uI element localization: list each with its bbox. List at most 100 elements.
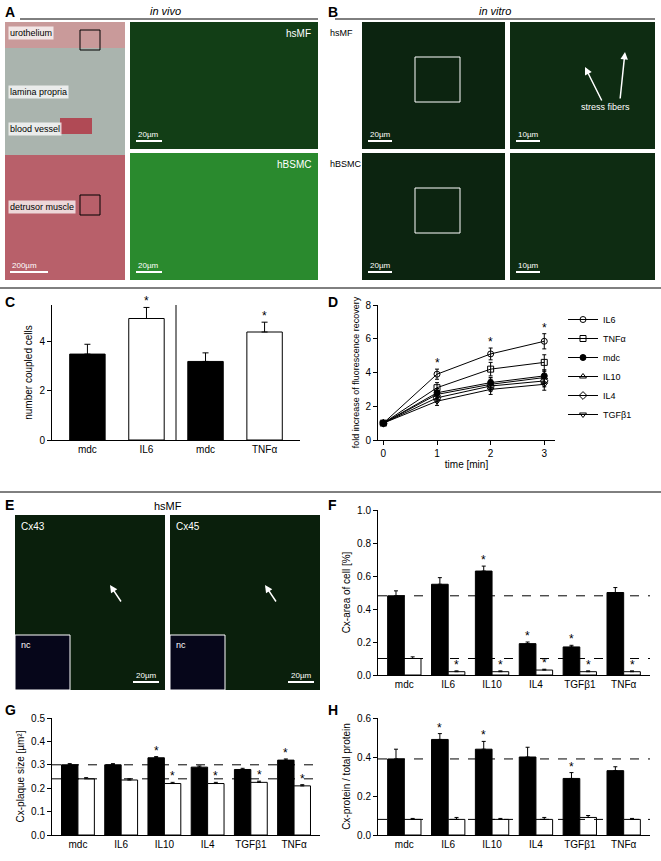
svg-text:0.6: 0.6 [357,713,371,724]
svg-text:D: D [328,294,338,310]
svg-text:*: * [257,768,262,782]
svg-text:hBSMC: hBSMC [277,159,311,170]
svg-text:0.6: 0.6 [357,571,371,582]
svg-text:urothelium: urothelium [10,28,52,38]
svg-text:G: G [5,702,16,718]
svg-text:IL10: IL10 [482,839,502,850]
svg-text:IL6: IL6 [114,839,128,850]
svg-text:IL10: IL10 [155,839,175,850]
svg-text:*: * [481,553,486,567]
svg-text:*: * [144,294,149,308]
svg-text:mdc: mdc [68,839,87,850]
svg-text:lamina propria: lamina propria [10,87,67,97]
svg-text:nc: nc [176,640,186,650]
svg-text:mdc: mdc [196,444,215,455]
svg-text:mdc: mdc [395,839,414,850]
svg-text:TNFα: TNFα [281,839,306,850]
svg-text:0.8: 0.8 [357,538,371,549]
svg-text:A: A [5,4,15,20]
svg-text:0: 0 [381,448,387,459]
svg-text:mdc: mdc [78,444,97,455]
svg-text:20µm: 20µm [136,671,157,680]
svg-text:*: * [498,658,503,672]
svg-text:nc: nc [21,640,31,650]
svg-text:Cx-protein / total protein: Cx-protein / total protein [341,723,352,830]
svg-text:*: * [262,309,267,323]
svg-text:time [min]: time [min] [445,459,489,470]
svg-text:IL6: IL6 [441,679,455,690]
svg-text:2: 2 [488,448,494,459]
svg-text:0.2: 0.2 [357,791,371,802]
svg-text:10µm: 10µm [518,130,539,139]
svg-text:in vivo: in vivo [150,5,181,17]
svg-text:0.5: 0.5 [31,713,45,724]
svg-text:20µm: 20µm [370,261,391,270]
svg-text:E: E [5,497,14,513]
svg-text:TGFβ1: TGFβ1 [564,679,596,690]
svg-text:4: 4 [39,336,45,347]
svg-text:IL6: IL6 [140,444,154,455]
svg-text:0.2: 0.2 [31,783,45,794]
svg-text:TGFβ1: TGFβ1 [564,839,596,850]
svg-text:20µm: 20µm [291,671,312,680]
svg-text:0.0: 0.0 [31,830,45,841]
svg-text:detrusor muscle: detrusor muscle [10,202,74,212]
svg-text:*: * [630,658,635,672]
svg-text:*: * [437,721,442,735]
svg-text:blood vessel: blood vessel [10,124,60,134]
svg-text:stress fibers: stress fibers [581,102,630,112]
svg-text:0.4: 0.4 [31,736,45,747]
svg-text:IL6: IL6 [441,839,455,850]
svg-text:number coupled cells: number coupled cells [23,325,34,420]
svg-text:*: * [586,658,591,672]
svg-text:2: 2 [365,401,371,412]
svg-text:1: 1 [434,448,440,459]
svg-text:0: 0 [39,435,45,446]
svg-text:*: * [170,769,175,783]
svg-text:fold increase of fluorescence: fold increase of fluorescence recovery [351,296,361,448]
svg-text:Cx-plaque size [µm²]: Cx-plaque size [µm²] [15,730,26,822]
svg-text:IL4: IL4 [529,679,543,690]
svg-text:2: 2 [39,385,45,396]
svg-text:IL4: IL4 [201,839,215,850]
svg-text:TGFβ1: TGFβ1 [235,839,267,850]
svg-text:4: 4 [365,367,371,378]
svg-text:10µm: 10µm [518,261,539,270]
svg-text:*: * [569,632,574,646]
svg-text:*: * [481,728,486,742]
svg-text:*: * [569,760,574,774]
svg-text:TGFβ1: TGFβ1 [603,410,631,420]
svg-text:0.3: 0.3 [31,759,45,770]
svg-text:hsMF: hsMF [154,500,182,512]
svg-text:IL10: IL10 [603,372,621,382]
svg-text:*: * [488,335,493,349]
svg-text:mdc: mdc [603,353,621,363]
svg-text:*: * [525,629,530,643]
svg-text:TNFα: TNFα [603,334,626,344]
svg-text:0.1: 0.1 [31,806,45,817]
svg-text:0.0: 0.0 [357,830,371,841]
svg-text:hBSMC: hBSMC [330,159,362,169]
svg-text:C: C [5,294,15,310]
svg-text:0.4: 0.4 [357,604,371,615]
svg-text:1.0: 1.0 [357,505,371,516]
svg-text:0: 0 [365,435,371,446]
svg-text:20µm: 20µm [138,261,159,270]
svg-text:20µm: 20µm [138,130,159,139]
svg-text:hsMF: hsMF [330,28,353,38]
svg-text:*: * [283,746,288,760]
svg-text:hsMF: hsMF [286,28,311,39]
svg-text:3: 3 [541,448,547,459]
svg-text:8: 8 [365,300,371,311]
svg-text:Cx-area of cell [%]: Cx-area of cell [%] [341,551,352,633]
svg-text:20µm: 20µm [370,130,391,139]
svg-text:*: * [300,772,305,786]
svg-text:*: * [213,769,218,783]
svg-text:*: * [542,656,547,670]
svg-text:mdc: mdc [395,679,414,690]
svg-text:TNFα: TNFα [611,679,636,690]
svg-text:*: * [454,658,459,672]
svg-text:in vitro: in vitro [479,5,511,17]
svg-text:0.4: 0.4 [357,752,371,763]
svg-text:Cx45: Cx45 [176,521,200,532]
